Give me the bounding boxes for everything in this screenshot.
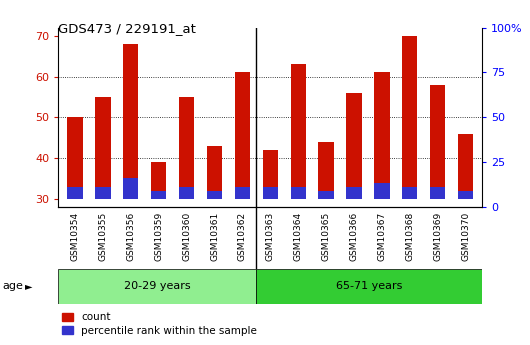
Text: GSM10369: GSM10369 (433, 212, 442, 261)
Text: GSM10356: GSM10356 (126, 212, 135, 261)
Bar (235, 187, 250, 199)
Bar (95, 187, 111, 199)
Text: 20-29 years: 20-29 years (124, 282, 191, 291)
Legend: count, percentile rank within the sample: count, percentile rank within the sample (58, 308, 261, 340)
Text: GSM10365: GSM10365 (322, 212, 331, 261)
Bar (290, 187, 306, 199)
Bar (179, 187, 195, 199)
Bar (207, 191, 222, 199)
Text: GSM10366: GSM10366 (349, 212, 358, 261)
Text: age: age (3, 282, 23, 291)
Bar (207, 146, 222, 199)
Bar (290, 64, 306, 199)
Bar (458, 134, 473, 199)
Bar (151, 191, 166, 199)
Bar (123, 178, 138, 199)
Bar (346, 187, 361, 199)
Text: GSM10368: GSM10368 (405, 212, 414, 261)
Bar (346, 93, 361, 199)
Text: GSM10367: GSM10367 (377, 212, 386, 261)
Text: GSM10359: GSM10359 (154, 212, 163, 261)
Bar (402, 36, 418, 199)
Bar (430, 85, 445, 199)
Bar (319, 191, 334, 199)
Text: GSM10362: GSM10362 (238, 212, 247, 261)
Text: 65-71 years: 65-71 years (336, 282, 402, 291)
Bar (58, 269, 256, 304)
Bar (374, 183, 390, 199)
Bar (374, 72, 390, 199)
Bar (256, 269, 482, 304)
Text: ►: ► (25, 282, 33, 291)
Bar (151, 162, 166, 199)
Bar (67, 117, 83, 199)
Bar (95, 97, 111, 199)
Bar (402, 187, 418, 199)
Text: GDS473 / 229191_at: GDS473 / 229191_at (58, 22, 196, 36)
Text: GSM10355: GSM10355 (99, 212, 108, 261)
Text: GSM10363: GSM10363 (266, 212, 275, 261)
Bar (458, 191, 473, 199)
Bar (235, 72, 250, 199)
Bar (123, 44, 138, 199)
Text: GSM10360: GSM10360 (182, 212, 191, 261)
Text: GSM10354: GSM10354 (70, 212, 80, 261)
Text: GSM10370: GSM10370 (461, 212, 470, 261)
Bar (319, 142, 334, 199)
Text: GSM10364: GSM10364 (294, 212, 303, 261)
Bar (67, 187, 83, 199)
Bar (430, 187, 445, 199)
Text: GSM10361: GSM10361 (210, 212, 219, 261)
Bar (263, 150, 278, 199)
Bar (179, 97, 195, 199)
Bar (263, 187, 278, 199)
